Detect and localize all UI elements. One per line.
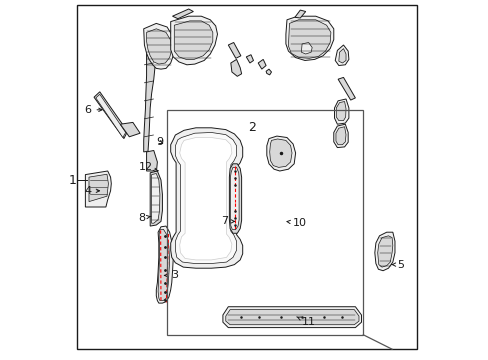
Polygon shape [174,21,212,59]
Polygon shape [96,94,125,138]
Polygon shape [89,174,108,202]
Bar [167,110,363,335]
Polygon shape [294,10,305,18]
Polygon shape [120,122,140,137]
Text: 11: 11 [296,317,315,327]
Text: 2: 2 [247,121,255,134]
Polygon shape [301,42,311,54]
Polygon shape [335,127,346,145]
Polygon shape [374,232,394,271]
Polygon shape [150,171,162,226]
Polygon shape [377,236,392,267]
Polygon shape [333,124,347,148]
Text: 12: 12 [138,162,158,172]
Polygon shape [143,23,174,69]
Polygon shape [337,77,355,100]
Polygon shape [285,16,333,60]
Polygon shape [229,164,241,233]
Polygon shape [246,55,253,63]
Polygon shape [258,59,265,69]
Text: 9: 9 [156,137,163,147]
Text: 3: 3 [164,270,177,280]
Text: 8: 8 [138,213,151,223]
Text: 7: 7 [221,216,234,226]
Text: 4: 4 [84,186,100,196]
Polygon shape [335,45,348,66]
Polygon shape [265,69,271,75]
Text: 1: 1 [68,174,76,186]
Polygon shape [266,136,295,171]
Polygon shape [338,49,346,63]
Polygon shape [170,128,242,268]
Polygon shape [225,310,358,325]
Text: 10: 10 [286,218,306,228]
Text: 5: 5 [391,260,404,270]
Text: 6: 6 [84,105,102,115]
Polygon shape [228,42,241,58]
Polygon shape [175,132,236,264]
Polygon shape [179,138,231,260]
Polygon shape [230,59,241,76]
Polygon shape [146,150,157,171]
Polygon shape [223,307,361,328]
Polygon shape [269,139,291,167]
Polygon shape [85,171,111,207]
Polygon shape [94,92,127,139]
Polygon shape [288,20,330,58]
Polygon shape [156,226,173,303]
Polygon shape [172,9,193,19]
Polygon shape [334,99,348,124]
Polygon shape [146,29,171,64]
Polygon shape [336,102,346,121]
Polygon shape [158,229,169,301]
Polygon shape [151,174,160,223]
Polygon shape [230,167,239,230]
Polygon shape [170,16,217,65]
Polygon shape [143,44,155,152]
